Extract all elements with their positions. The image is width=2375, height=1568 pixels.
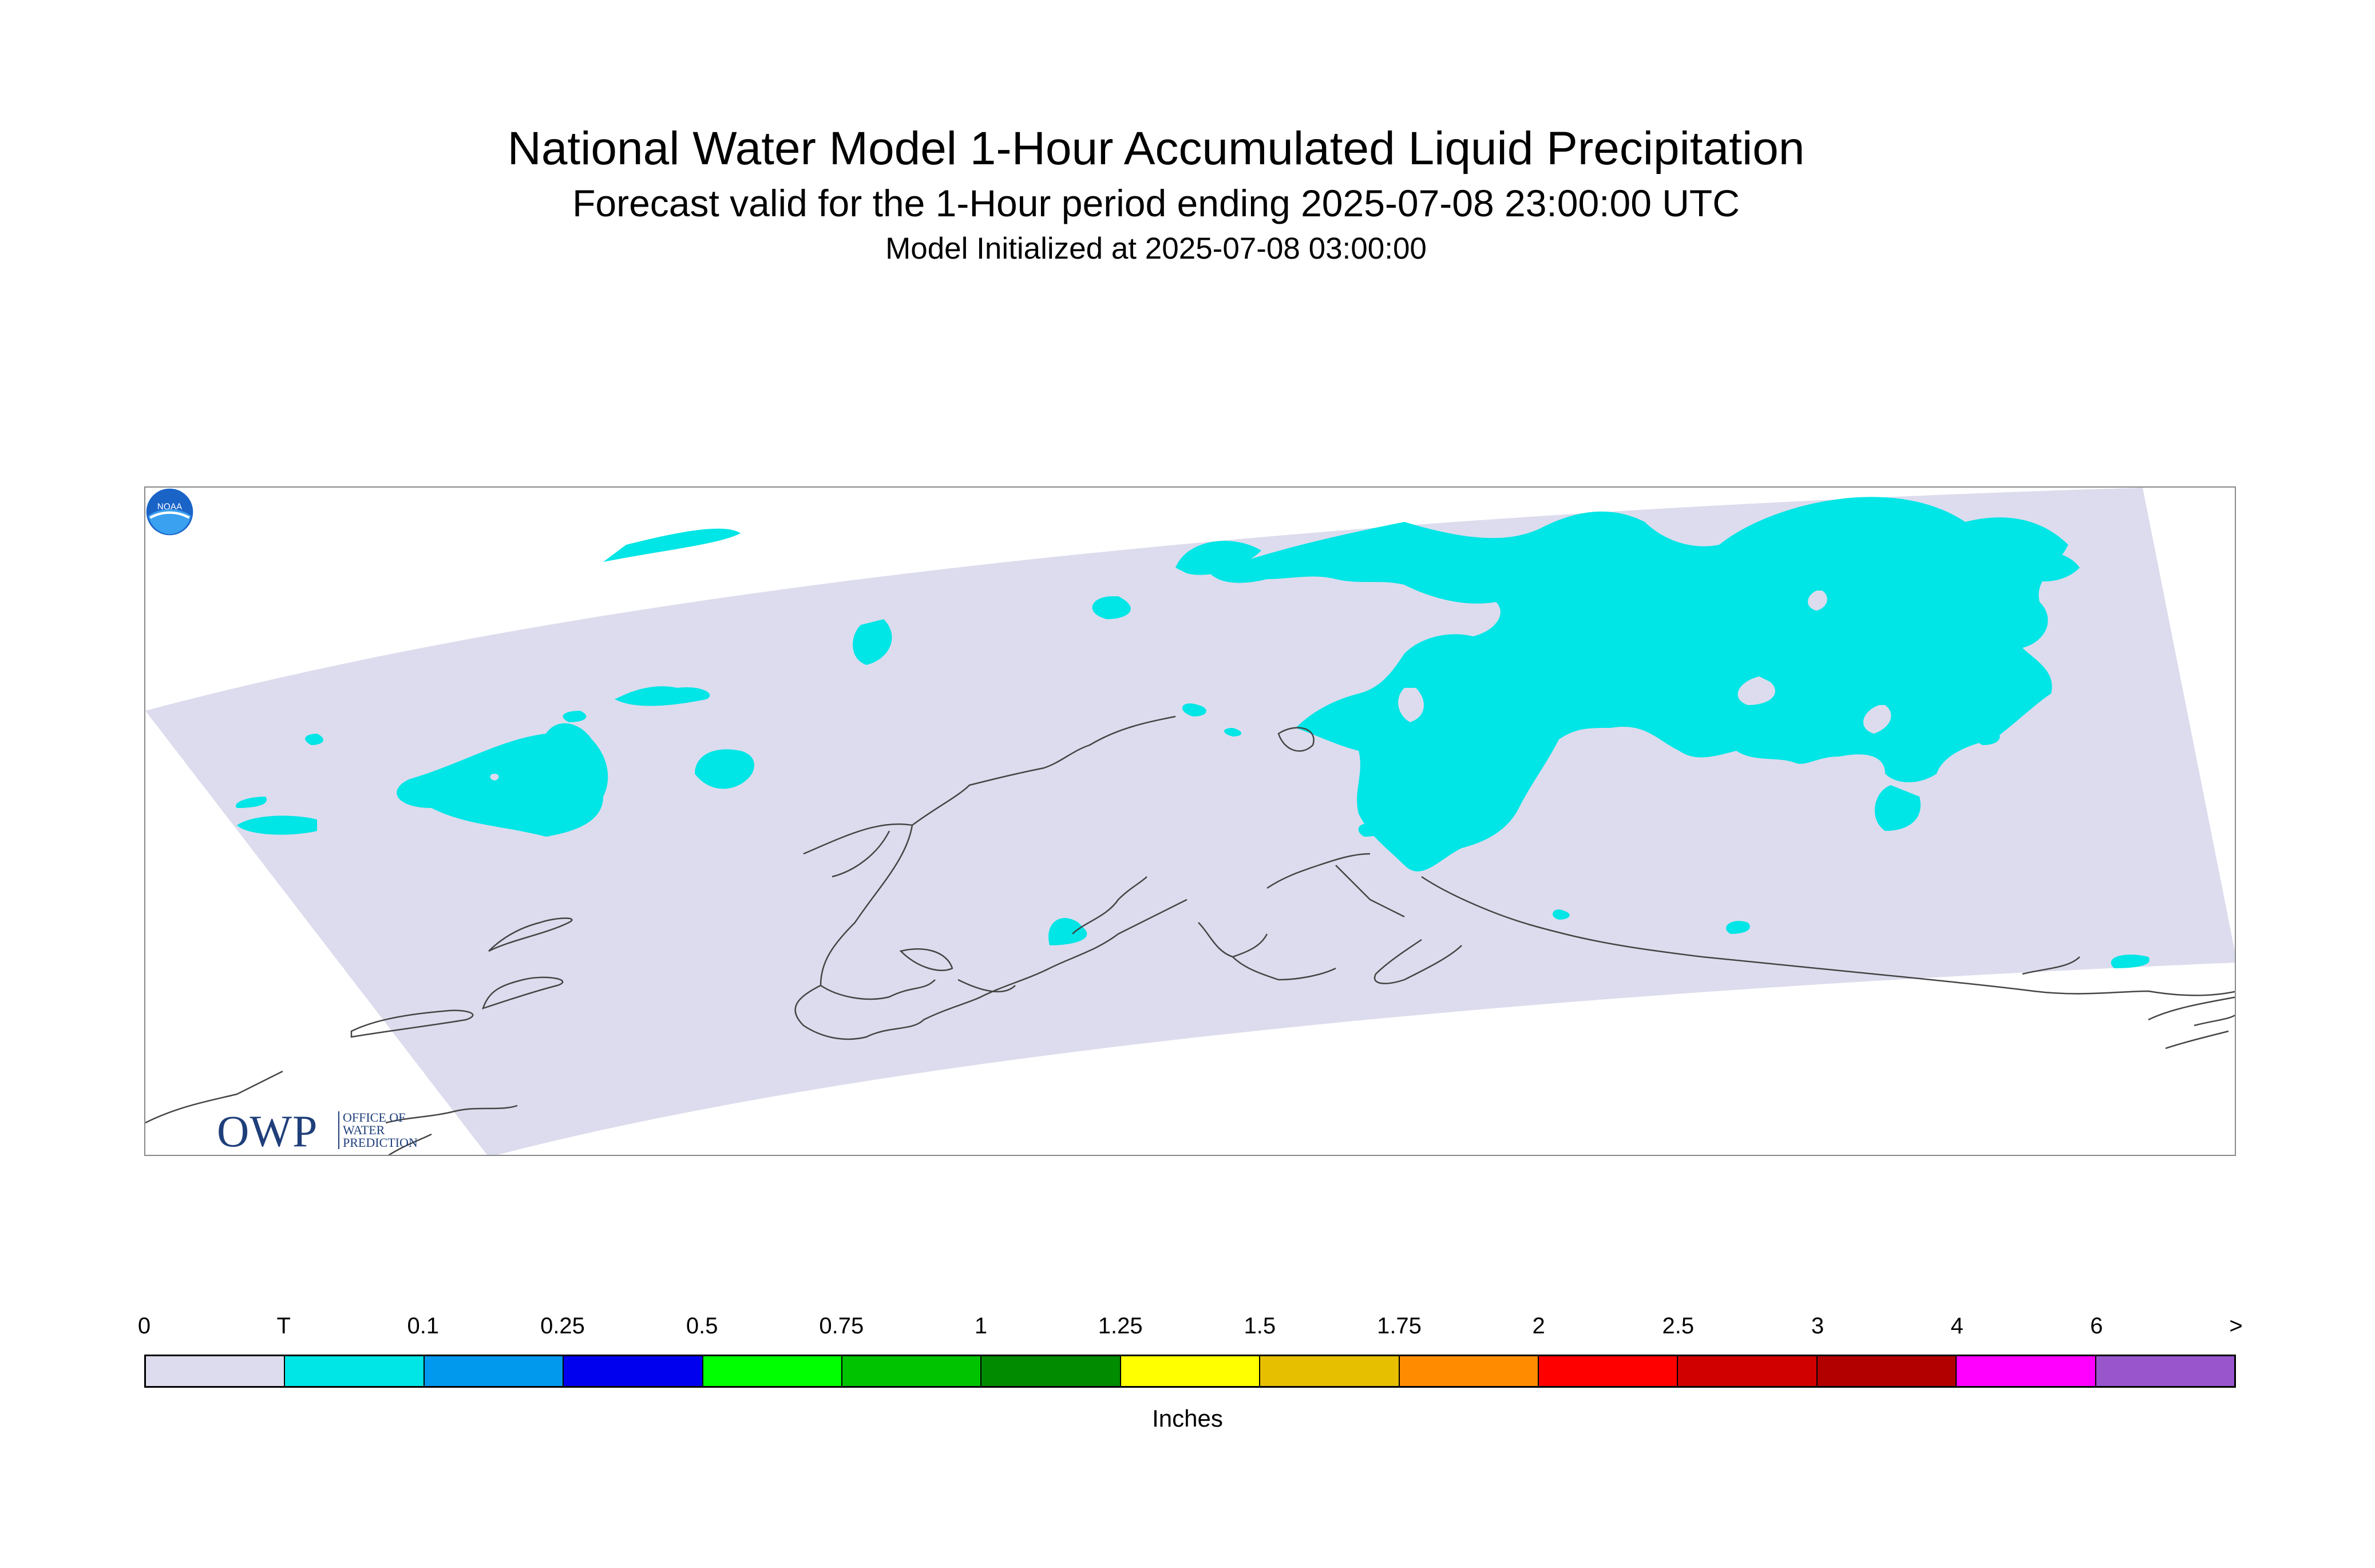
coastline [899, 948, 953, 971]
legend-tick-label: 0.5 [686, 1313, 718, 1339]
precip-area [1210, 497, 2068, 872]
legend-tick-label: 6 [2090, 1313, 2103, 1339]
dry-pocket [1398, 688, 1424, 722]
coastline [1373, 939, 1462, 984]
dry-pocket [490, 774, 499, 781]
precip-area [1553, 909, 1570, 920]
legend-tick-label: 0 [137, 1313, 151, 1339]
coastline [794, 898, 1188, 1040]
precip-area [1224, 728, 1241, 737]
legend-tick-label: 1 [974, 1313, 988, 1339]
precipitation-areas [236, 497, 2150, 968]
map-title: National Water Model 1-Hour Accumulated … [507, 122, 1805, 175]
coastline [1198, 922, 1268, 958]
precip-area [236, 797, 267, 808]
legend-swatch [1817, 1356, 1957, 1386]
legend-swatch [1957, 1356, 2096, 1386]
coastline [1072, 876, 1147, 935]
legend-swatch [1399, 1356, 1539, 1386]
legend-swatch [842, 1356, 982, 1386]
coastline [1232, 956, 1336, 981]
precip-area [853, 619, 892, 665]
legend-color-bar [144, 1355, 2236, 1388]
noaa-logo-text: NOAA [157, 502, 183, 512]
legend-swatch [424, 1356, 564, 1386]
dry-pockets [490, 591, 1891, 781]
precip-area [1182, 703, 1206, 716]
legend-swatch [146, 1356, 286, 1386]
legend-tick-label: 1.75 [1377, 1313, 1422, 1339]
legend-tick-label: 2.5 [1662, 1313, 1695, 1339]
map-panel: OWP OFFICE OF WATER PREDICTION NOAA [144, 486, 2236, 1156]
legend-swatch [1539, 1356, 1679, 1386]
coastline [803, 715, 1176, 855]
precip-area [1092, 596, 1131, 619]
precip-area [1358, 823, 1382, 837]
owp-logo-text: OWP [217, 1106, 318, 1156]
precip-area [615, 686, 710, 706]
precip-area [2005, 550, 2080, 581]
owp-logo-subtext: OFFICE OF WATER PREDICTION [338, 1111, 434, 1149]
legend-swatch [564, 1356, 703, 1386]
coastline [145, 1070, 283, 1124]
legend-tick-label: 4 [1950, 1313, 1964, 1339]
coastline [350, 1009, 474, 1038]
precip-area [563, 711, 587, 722]
legend-units: Inches [1152, 1405, 1223, 1432]
legend-labels: 0 T 0.1 0.25 0.5 0.75 1 1.25 1.5 1.75 2 2.5 3 4 6 > [138, 1313, 2243, 1348]
precip-area [2111, 955, 2150, 968]
noaa-logo: NOAA [146, 488, 193, 536]
legend-swatch [703, 1356, 843, 1386]
map-subtitle: Forecast valid for the 1-Hour period end… [572, 182, 1740, 224]
precip-area [397, 723, 608, 837]
precip-area [1725, 921, 1750, 934]
legend-tick-label: 0.1 [407, 1313, 440, 1339]
coastline [820, 825, 936, 1000]
legend-swatch [285, 1356, 425, 1386]
precip-area [1976, 728, 2000, 745]
precip-area [603, 528, 741, 562]
model-init-time: Model Initialized at 2025-07-08 03:00:00 [885, 232, 1427, 266]
legend-tick-label: 1.25 [1098, 1313, 1143, 1339]
legend-tick-label: 0.75 [819, 1313, 864, 1339]
coastline [832, 830, 890, 878]
legend-swatch [1678, 1356, 1818, 1386]
coastline [2165, 1030, 2229, 1050]
precip-area [1175, 541, 1261, 575]
precip-area [237, 815, 317, 835]
coastlines [145, 715, 2235, 1155]
coastline [957, 979, 1016, 993]
coastline [387, 1133, 432, 1155]
dry-pocket [1863, 705, 1891, 734]
legend-swatch [2096, 1356, 2235, 1386]
title-block: National Water Model 1-Hour Accumulated … [0, 120, 2312, 269]
precipitation-map [145, 488, 2235, 1155]
legend-tick-label: 0.25 [540, 1313, 585, 1339]
precip-area [305, 734, 323, 745]
coastline [1266, 853, 1371, 889]
legend-tick-label: 1.5 [1244, 1313, 1276, 1339]
coastline [1277, 727, 1315, 752]
legend-tick-label: 3 [1811, 1313, 1824, 1339]
color-legend: 0 T 0.1 0.25 0.5 0.75 1 1.25 1.5 1.75 2 2.5 3 4 6 > [138, 1313, 2243, 1393]
legend-tick-label: > [2229, 1313, 2243, 1339]
legend-tick-label: 2 [1532, 1313, 1545, 1339]
coastline [2148, 996, 2235, 1021]
dry-pocket [1808, 591, 1827, 611]
coastline [1421, 876, 2235, 996]
coastline [385, 1104, 518, 1124]
coastline [2194, 1014, 2235, 1027]
precip-area [695, 749, 754, 789]
dry-pocket [1737, 676, 1775, 705]
legend-swatch [981, 1356, 1121, 1386]
legend-tick-label: T [276, 1313, 291, 1339]
legend-swatch [1121, 1356, 1261, 1386]
coastline [482, 976, 564, 1009]
coastline [488, 917, 573, 952]
precip-area [1048, 918, 1087, 945]
coastline [1335, 865, 1405, 918]
legend-swatch [1260, 1356, 1400, 1386]
coastline [2022, 956, 2080, 975]
precip-area [1874, 785, 1921, 831]
